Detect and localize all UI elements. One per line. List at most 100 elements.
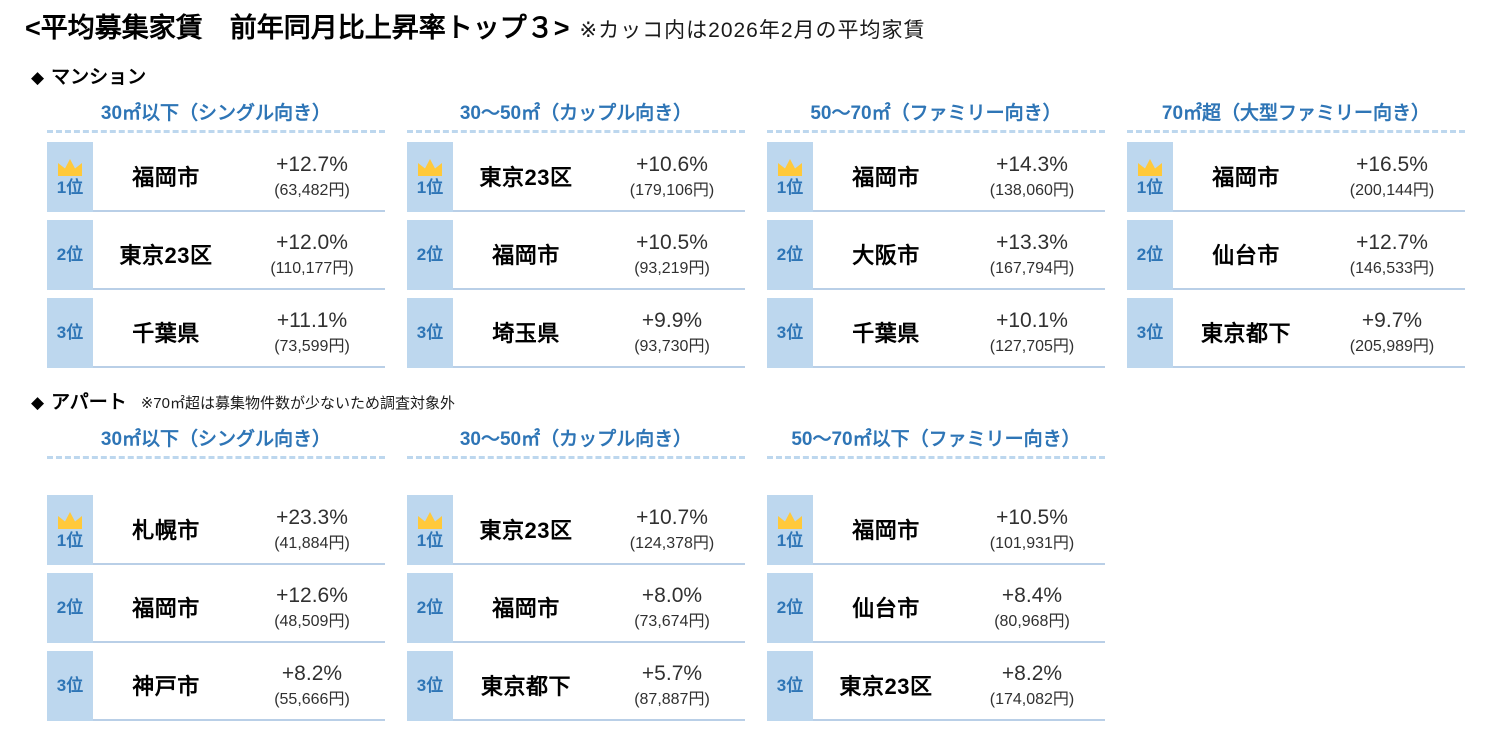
row-values: +12.6% (48,509円): [239, 583, 385, 632]
table-row: 3位 埼玉県 +9.9% (93,730円): [407, 298, 745, 368]
rank-cell: 3位: [767, 298, 813, 368]
area-name: 東京都下: [480, 674, 571, 699]
rank-label: 1位: [416, 177, 444, 197]
diamond-icon: ◆: [31, 393, 45, 412]
average-rent: (73,599円): [274, 337, 350, 355]
table-row: 2位 福岡市 +12.6% (48,509円): [47, 573, 385, 643]
rank-cell: 2位: [407, 573, 453, 643]
ranking-table: 50～70㎡以下（ファミリー向き） 1位 福岡市 +10.5% (101,931円) 2位…: [767, 429, 1105, 721]
row-content: 神戸市 +8.2% (55,666円): [93, 651, 385, 721]
crown-icon: [418, 511, 442, 529]
area-name: 福岡市: [852, 165, 920, 190]
yoy-increase: +10.7%: [636, 505, 708, 529]
ranking-table: 30～50㎡（カップル向き） 1位 東京23区 +10.6% (179,106円) 2位福…: [407, 103, 745, 368]
yoy-increase: +12.6%: [276, 583, 348, 607]
size-category-header: 50～70㎡以下（ファミリー向き）: [767, 429, 1105, 459]
section-heading: ◆ アパート ※70㎡超は募集物件数が少ないため調査対象外: [31, 390, 1501, 417]
average-rent: (93,219円): [634, 259, 710, 277]
table-rows: 1位 福岡市 +10.5% (101,931円) 2位 仙台市 +8.4% (80,968円)…: [767, 495, 1105, 721]
table-row: 3位 千葉県 +11.1% (73,599円): [47, 298, 385, 368]
size-category-header: 30㎡以下（シングル向き）: [47, 103, 385, 133]
yoy-increase: +12.7%: [276, 152, 348, 176]
rank-label: 3位: [56, 322, 84, 342]
rank-cell: 2位: [767, 573, 813, 643]
rank-cell: 3位: [47, 651, 93, 721]
sections-container: ◆ マンション 30㎡以下（シングル向き） 1位 福岡市 +12.7% (63,482円) 2…: [25, 65, 1501, 721]
table-row: 1位 福岡市 +16.5% (200,144円): [1127, 142, 1465, 212]
row-content: 東京23区 +10.6% (179,106円): [453, 142, 745, 212]
table-row: 1位 福岡市 +14.3% (138,060円): [767, 142, 1105, 212]
table-row: 3位 東京23区 +8.2% (174,082円): [767, 651, 1105, 721]
rank-cell: 1位: [407, 495, 453, 565]
area-name: 神戸市: [132, 674, 200, 699]
area-name: 福岡市: [852, 518, 920, 543]
row-content: 埼玉県 +9.9% (93,730円): [453, 298, 745, 368]
yoy-increase: +10.1%: [996, 308, 1068, 332]
table-row: 2位 福岡市 +8.0% (73,674円): [407, 573, 745, 643]
row-values: +10.7% (124,378円): [599, 505, 745, 554]
rank-cell: 3位: [767, 651, 813, 721]
row-content: 福岡市 +10.5% (101,931円): [813, 495, 1105, 565]
rank-cell: 1位: [47, 142, 93, 212]
row-content: 東京23区 +10.7% (124,378円): [453, 495, 745, 565]
section-apartment: ◆ アパート ※70㎡超は募集物件数が少ないため調査対象外 30㎡以下（シングル向き）…: [25, 390, 1501, 721]
yoy-increase: +8.4%: [1001, 583, 1063, 607]
rank-cell: 2位: [1127, 220, 1173, 290]
area-name: 大阪市: [852, 243, 920, 268]
rank-label: 2位: [776, 244, 804, 264]
rank-cell: 1位: [767, 495, 813, 565]
average-rent: (87,887円): [634, 690, 710, 708]
rank-label: 2位: [416, 597, 444, 617]
table-rows: 1位 福岡市 +16.5% (200,144円) 2位 仙台市 +12.7% (146,533…: [1127, 142, 1465, 368]
yoy-increase: +10.5%: [636, 230, 708, 254]
size-category-header: 30～50㎡（カップル向き）: [407, 429, 745, 459]
yoy-increase: +8.2%: [281, 661, 343, 685]
rank-label: 1位: [776, 177, 804, 197]
area-name: 福岡市: [492, 243, 560, 268]
rank-label: 1位: [1136, 177, 1164, 197]
yoy-increase: +9.7%: [1361, 308, 1423, 332]
ranking-table: 50～70㎡（ファミリー向き） 1位 福岡市 +14.3% (138,060円) 2位 大阪…: [767, 103, 1105, 368]
area-name: 東京23区: [839, 674, 933, 699]
rank-label: 2位: [416, 244, 444, 264]
row-content: 東京23区 +12.0% (110,177円): [93, 220, 385, 290]
row-content: 千葉県 +10.1% (127,705円): [813, 298, 1105, 368]
area-name: 福岡市: [132, 596, 200, 621]
table-rows: 1位 札幌市 +23.3% (41,884円) 2位 福岡市 +12.6% (48,509円)…: [47, 495, 385, 721]
rank-cell: 3位: [407, 298, 453, 368]
row-values: +10.1% (127,705円): [959, 308, 1105, 357]
table-row: 1位 福岡市 +10.5% (101,931円): [767, 495, 1105, 565]
yoy-increase: +14.3%: [996, 152, 1068, 176]
average-rent: (63,482円): [274, 181, 350, 199]
area-name: 福岡市: [492, 596, 560, 621]
yoy-increase: +16.5%: [1356, 152, 1428, 176]
rank-label: 2位: [1136, 244, 1164, 264]
section-note: ※70㎡超は募集物件数が少ないため調査対象外: [140, 395, 455, 412]
page: <平均募集家賃 前年同月比上昇率トップ３> ※カッコ内は2026年2月の平均家賃 …: [25, 13, 1501, 721]
row-content: 東京都下 +9.7% (205,989円): [1173, 298, 1465, 368]
table-rows: 1位 東京23区 +10.7% (124,378円) 2位 福岡市 +8.0% (73,674…: [407, 495, 745, 721]
table-rows: 1位 福岡市 +12.7% (63,482円) 2位 東京23区 +12.0% (110,17…: [47, 142, 385, 368]
row-content: 福岡市 +10.5% (93,219円): [453, 220, 745, 290]
rank-cell: 3位: [407, 651, 453, 721]
area-name: 東京23区: [479, 518, 573, 543]
rank-label: 3位: [416, 322, 444, 342]
rank-cell: 3位: [1127, 298, 1173, 368]
row-content: 福岡市 +12.6% (48,509円): [93, 573, 385, 643]
section-mansion: ◆ マンション 30㎡以下（シングル向き） 1位 福岡市 +12.7% (63,482円) 2…: [25, 65, 1501, 368]
average-rent: (80,968円): [994, 612, 1070, 630]
row-values: +16.5% (200,144円): [1319, 152, 1465, 201]
row-values: +8.4% (80,968円): [959, 583, 1105, 632]
ranking-table: 30㎡以下（シングル向き） 1位 札幌市 +23.3% (41,884円) 2位 福岡市 +1…: [47, 429, 385, 721]
row-content: 仙台市 +12.7% (146,533円): [1173, 220, 1465, 290]
rank-label: 3位: [776, 322, 804, 342]
rank-label: 2位: [56, 244, 84, 264]
row-values: +11.1% (73,599円): [239, 308, 385, 357]
rank-label: 1位: [56, 530, 84, 550]
row-values: +8.2% (174,082円): [959, 661, 1105, 710]
tables-row: 30㎡以下（シングル向き） 1位 札幌市 +23.3% (41,884円) 2位 福岡市 +1…: [47, 429, 1501, 721]
row-content: 福岡市 +14.3% (138,060円): [813, 142, 1105, 212]
row-values: +12.0% (110,177円): [239, 230, 385, 279]
average-rent: (101,931円): [989, 534, 1075, 552]
average-rent: (127,705円): [989, 337, 1075, 355]
